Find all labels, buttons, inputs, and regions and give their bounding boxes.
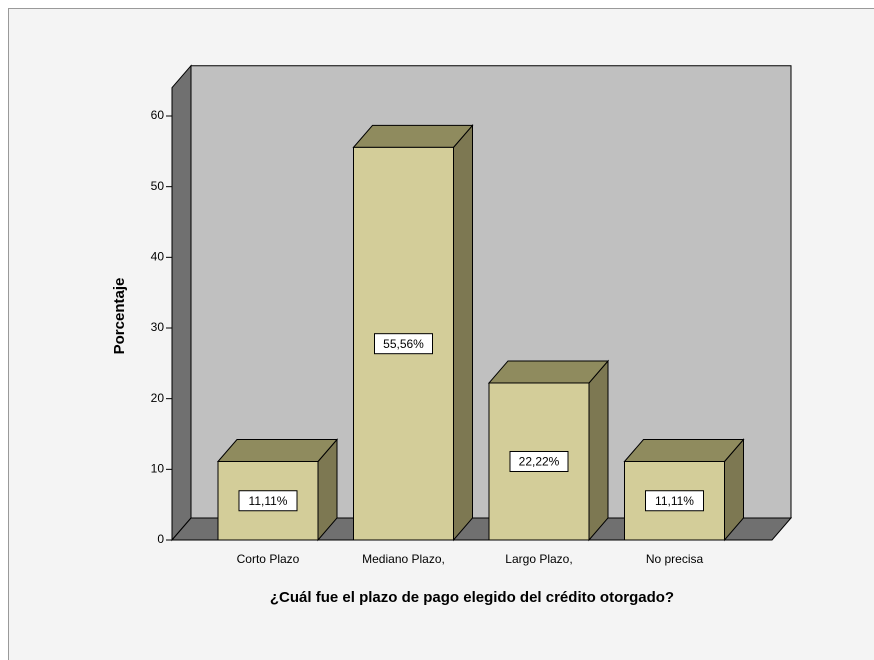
x-tick-label: No precisa [646, 552, 704, 566]
value-label: 11,11% [249, 494, 288, 508]
y-tick-label: 0 [157, 532, 164, 546]
bar-top [487, 360, 610, 384]
bar: 22,22% [487, 359, 610, 542]
value-label-box [374, 333, 433, 355]
value-label: 11,11% [655, 494, 694, 508]
side-wall [171, 64, 192, 542]
bar-top [623, 438, 745, 462]
y-tick-label: 40 [151, 250, 165, 264]
y-tick-label: 20 [151, 391, 165, 405]
x-tick-label: Mediano Plazo, [362, 552, 445, 566]
value-label: 22,22% [519, 455, 560, 469]
y-tick-label: 30 [151, 320, 165, 334]
x-tick-label: Corto Plazo [237, 552, 300, 566]
y-tick-label: 10 [151, 462, 165, 476]
value-label-box [645, 490, 704, 512]
x-tick-label: Largo Plazo, [505, 552, 572, 566]
bar: 11,11% [623, 438, 745, 542]
bar: 55,56% [352, 124, 474, 542]
bar-top [216, 438, 339, 462]
y-tick-label: 50 [151, 179, 165, 193]
value-label-box [509, 450, 569, 472]
bar-side [453, 124, 473, 542]
value-label: 55,56% [383, 337, 424, 351]
value-label-box [238, 490, 298, 512]
y-tick-label: 60 [151, 108, 165, 122]
y-axis-label: Porcentaje [111, 278, 128, 355]
x-axis-label: ¿Cuál fue el plazo de pago elegido del c… [270, 589, 674, 606]
bar: 11,11% [216, 438, 339, 542]
bar-side [588, 359, 609, 542]
bar-top [352, 124, 474, 148]
